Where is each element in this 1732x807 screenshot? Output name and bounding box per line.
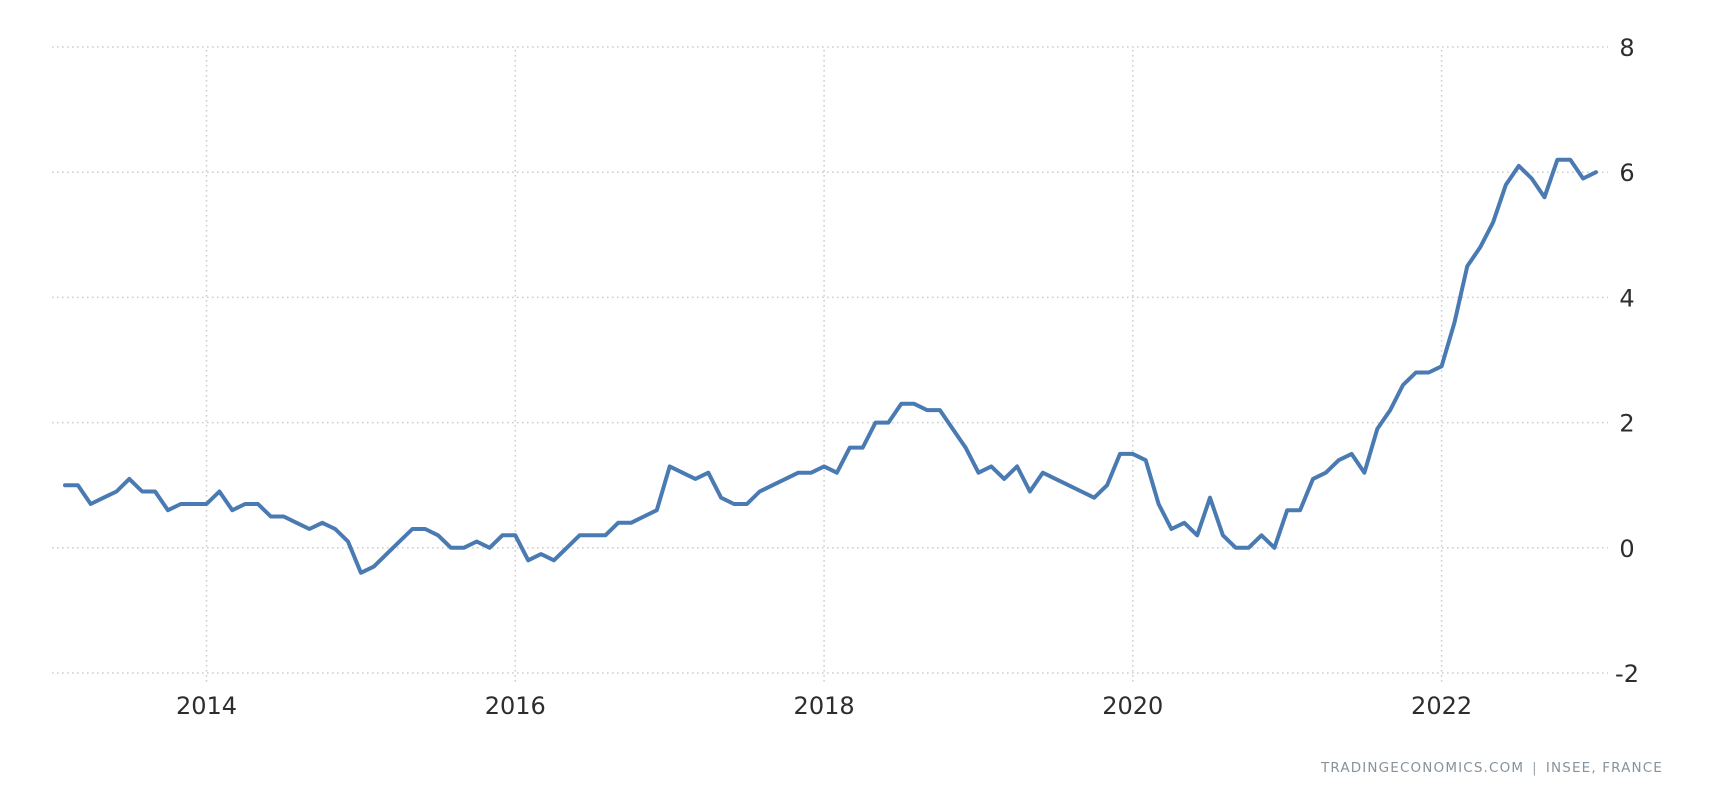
- y-axis-label: -2: [1615, 660, 1639, 688]
- y-axis-label: 2: [1619, 410, 1634, 438]
- x-axis-label: 2014: [176, 692, 237, 720]
- attribution-separator: |: [1532, 760, 1538, 776]
- chart-attribution: TRADINGECONOMICS.COM | INSEE, FRANCE: [1321, 760, 1663, 776]
- y-axis-label: 8: [1619, 34, 1634, 62]
- y-axis-label: 4: [1619, 284, 1634, 312]
- y-axis-label: 0: [1619, 535, 1634, 563]
- x-axis-label: 2020: [1102, 692, 1163, 720]
- series-line[interactable]: [63, 157, 1598, 575]
- x-axis-label: 2022: [1411, 692, 1472, 720]
- x-axis-label: 2016: [485, 692, 546, 720]
- y-axis-label: 6: [1619, 159, 1634, 187]
- source-link[interactable]: INSEE, FRANCE: [1545, 760, 1663, 776]
- x-axis-label: 2018: [794, 692, 855, 720]
- watermark-link[interactable]: TRADINGECONOMICS.COM: [1320, 760, 1525, 776]
